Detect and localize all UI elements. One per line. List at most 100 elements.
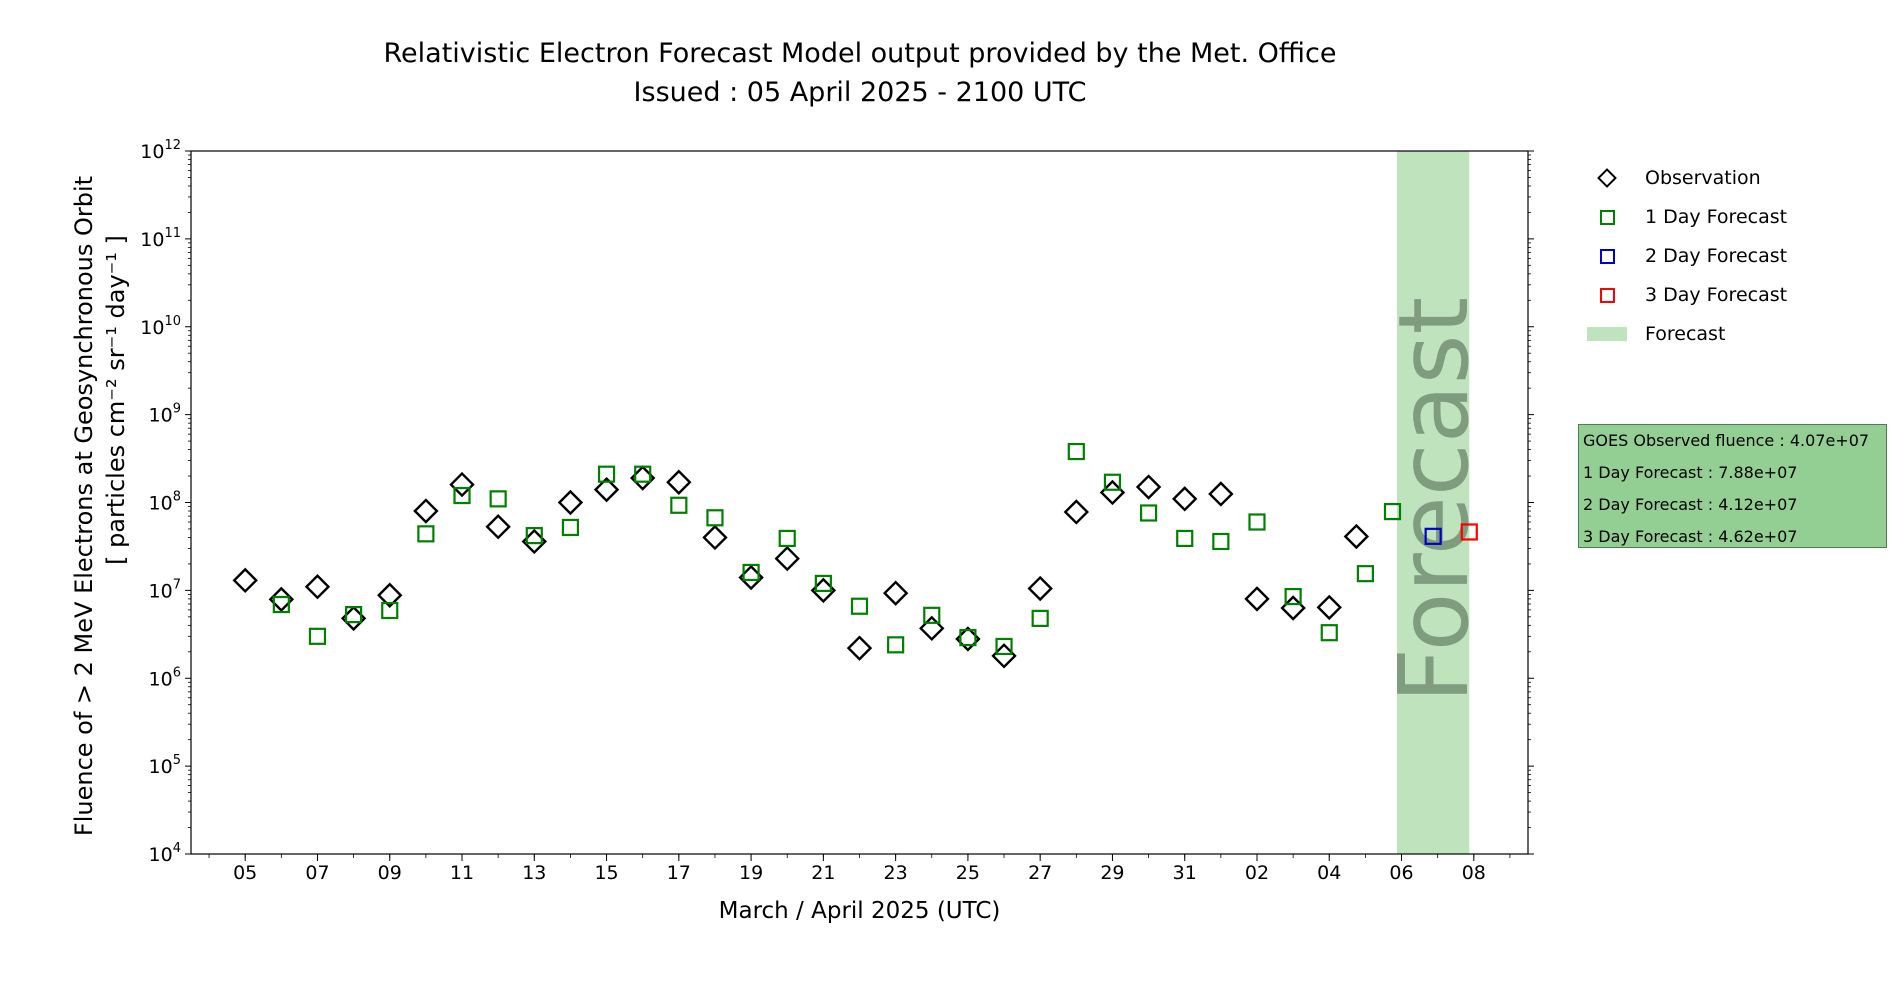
1-day-forecast-point	[381, 601, 399, 620]
x-tick-label: 17	[667, 862, 691, 884]
x-tick-label: 29	[1100, 862, 1124, 884]
info-3day: 3 Day Forecast : 4.62e+07	[1583, 527, 1798, 546]
x-axis-label: March / April 2025 (UTC)	[719, 898, 1001, 924]
1-day-forecast-point	[308, 627, 327, 645]
observation-point	[1316, 594, 1342, 621]
observation-point	[304, 574, 331, 600]
1-day-forecast-point	[670, 496, 688, 514]
observation-point	[1208, 481, 1234, 507]
1-day-forecast-point	[1383, 502, 1402, 521]
1-day-forecast-point	[742, 563, 760, 582]
x-tick-label: 31	[1173, 862, 1197, 884]
1-day-forecast-point	[1248, 513, 1266, 531]
1-day-forecast-point	[1284, 587, 1302, 606]
1-day-forecast-point	[634, 465, 652, 483]
info-1day: 1 Day Forecast : 7.88e+07	[1583, 463, 1798, 482]
observation-point	[268, 586, 295, 613]
x-tick-label: 19	[739, 862, 763, 884]
1-day-forecast-point	[1356, 565, 1374, 583]
observation-point	[919, 615, 945, 642]
observation-point	[557, 489, 584, 516]
y-tick-label: 105	[149, 753, 181, 778]
legend-label: 3 Day Forecast	[1645, 284, 1788, 306]
1-day-forecast-point	[850, 597, 869, 615]
x-tick-label: 07	[305, 862, 329, 884]
y-axis-label-line2: [ particles cm⁻² sr⁻¹ day⁻¹ ]	[102, 235, 130, 565]
x-tick-label: 11	[450, 862, 474, 884]
observation-point	[702, 524, 728, 551]
1-day-forecast-point	[453, 486, 471, 505]
1-day-forecast-point	[706, 509, 724, 527]
legend-swatch	[1587, 241, 1627, 271]
observation-point	[846, 635, 873, 661]
square-marker	[1599, 209, 1615, 225]
legend-label: 2 Day Forecast	[1645, 245, 1788, 267]
observation-point	[593, 476, 620, 503]
info-box: GOES Observed fluence : 4.07e+07 1 Day F…	[1578, 424, 1887, 548]
1-day-forecast-point	[272, 595, 290, 614]
forecast-band	[1397, 151, 1470, 854]
chart-title: Relativistic Electron Forecast Model out…	[383, 38, 1337, 69]
observation-point	[413, 498, 439, 524]
x-tick-label: 02	[1245, 862, 1269, 884]
observation-point	[1027, 575, 1053, 602]
y-tick-label: 109	[149, 402, 181, 427]
info-2day: 2 Day Forecast : 4.12e+07	[1583, 495, 1798, 514]
1-day-forecast-point	[1103, 473, 1122, 491]
x-tick-label: 09	[378, 862, 402, 884]
1-day-forecast-point	[1212, 532, 1230, 551]
x-tick-label: 27	[1028, 862, 1052, 884]
legend-swatch	[1587, 163, 1627, 193]
1-day-forecast-point	[525, 527, 543, 545]
y-tick-label: 104	[149, 841, 181, 866]
square-marker	[1599, 248, 1615, 264]
x-tick-label: 06	[1389, 862, 1413, 884]
y-tick-label: 1012	[140, 138, 181, 163]
legend-item-1: 1 Day Forecast	[1587, 202, 1787, 232]
legend-item-3: 3 Day Forecast	[1587, 280, 1787, 310]
1-day-forecast-point	[345, 606, 363, 624]
legend-swatch	[1587, 319, 1627, 349]
x-tick-label: 05	[233, 862, 257, 884]
y-tick-label: 1011	[140, 226, 181, 251]
observation-point	[485, 514, 511, 540]
1-day-forecast-point	[1176, 529, 1194, 548]
1-day-forecast-point	[1320, 624, 1338, 642]
square-marker	[1599, 287, 1615, 303]
y-tick-label: 106	[149, 665, 181, 690]
observation-point	[774, 545, 800, 572]
y-tick-label: 1010	[140, 314, 181, 339]
legend-item-0: Observation	[1587, 163, 1761, 193]
legend-swatch	[1587, 202, 1627, 232]
observation-point	[1135, 474, 1162, 500]
1-day-forecast-point	[489, 490, 507, 508]
1-day-forecast-point	[814, 574, 832, 593]
observation-point	[1172, 486, 1198, 512]
legend-label: Forecast	[1645, 323, 1726, 345]
x-tick-label: 04	[1317, 862, 1341, 884]
3-day-forecast-point	[1460, 523, 1478, 541]
1-day-forecast-point	[887, 636, 905, 654]
observation-point	[666, 469, 692, 495]
1-day-forecast-point	[561, 518, 580, 537]
y-tick-label: 107	[149, 577, 181, 602]
plot-frame	[190, 150, 1529, 855]
legend-item-4: Forecast	[1587, 319, 1725, 349]
1-day-forecast-point	[597, 465, 616, 483]
observation-point	[1063, 499, 1090, 525]
x-tick-label: 21	[811, 862, 835, 884]
x-tick-label: 08	[1462, 862, 1486, 884]
observation-point	[1244, 586, 1270, 612]
1-day-forecast-point	[417, 525, 435, 543]
observation-point	[449, 471, 475, 498]
band-marker	[1587, 327, 1627, 341]
y-tick-label: 108	[149, 490, 181, 515]
chart-subtitle: Issued : 05 April 2025 - 2100 UTC	[633, 77, 1087, 108]
y-axis-label-line1: Fluence of > 2 MeV Electrons at Geosynch…	[70, 176, 98, 836]
x-tick-label: 23	[884, 862, 908, 884]
1-day-forecast-point	[995, 637, 1013, 656]
observation-point	[377, 582, 403, 608]
1-day-forecast-point	[778, 529, 796, 548]
forecast-band-label: Forecast	[1378, 297, 1490, 703]
x-tick-label: 15	[594, 862, 618, 884]
